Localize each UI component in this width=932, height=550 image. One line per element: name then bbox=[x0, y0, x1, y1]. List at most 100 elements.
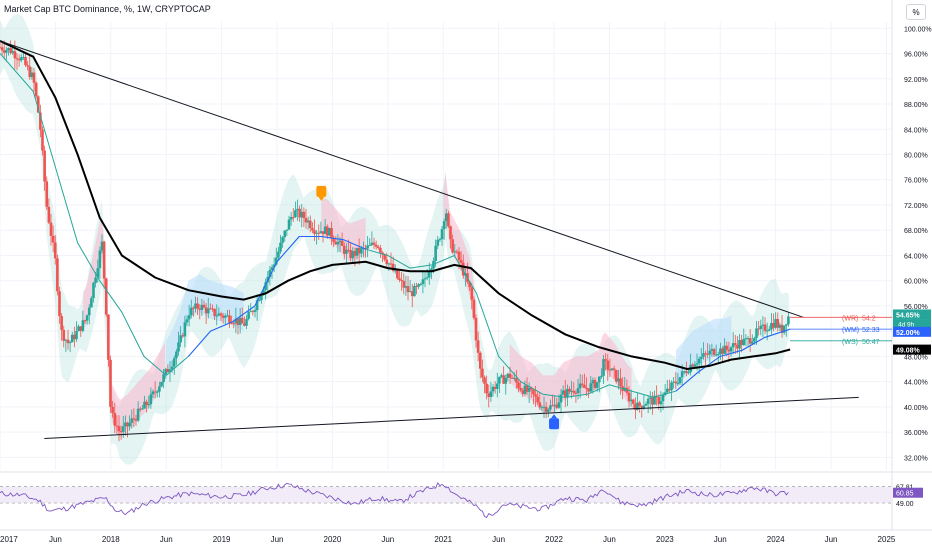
candle-body bbox=[221, 315, 225, 318]
candle-body bbox=[517, 382, 520, 389]
bottom-signal-marker bbox=[549, 418, 560, 430]
candle-body bbox=[393, 270, 397, 272]
candle-body bbox=[126, 422, 129, 427]
candle-body bbox=[255, 300, 259, 311]
candle-body bbox=[247, 312, 250, 319]
candle-body bbox=[568, 388, 571, 392]
ma-value-tag-bg bbox=[893, 326, 931, 337]
candle-body bbox=[699, 356, 703, 359]
candle-body bbox=[617, 378, 620, 382]
candle-body bbox=[619, 378, 622, 387]
candle-body bbox=[706, 353, 709, 355]
level-label: (WS) bbox=[842, 339, 858, 346]
candle-body bbox=[253, 310, 257, 312]
candle-body bbox=[746, 338, 750, 340]
candle-body bbox=[387, 263, 391, 265]
candle-body bbox=[778, 324, 782, 328]
candle-body bbox=[249, 311, 253, 313]
candle-body bbox=[534, 394, 537, 397]
candle-body bbox=[644, 403, 648, 406]
candle-body bbox=[315, 232, 318, 234]
candle-body bbox=[580, 383, 584, 385]
candle-body bbox=[383, 254, 386, 260]
candle-body bbox=[478, 352, 482, 369]
candle-body bbox=[498, 376, 501, 384]
candle-body bbox=[306, 220, 310, 223]
candle-body bbox=[381, 252, 384, 255]
candle-body bbox=[453, 251, 457, 253]
x-tick-label: 2018 bbox=[102, 535, 120, 544]
candle-body bbox=[542, 406, 546, 408]
candle-body bbox=[555, 404, 559, 408]
y-tick-label: 84.00% bbox=[904, 127, 928, 134]
candle-body bbox=[325, 226, 329, 236]
level-label: (WR) bbox=[842, 315, 858, 322]
candle-body bbox=[563, 390, 567, 398]
candle-body bbox=[149, 394, 153, 405]
candle-body bbox=[257, 300, 261, 302]
candle-body bbox=[680, 371, 684, 378]
candle-body bbox=[268, 269, 272, 277]
candle-body bbox=[92, 282, 95, 299]
candle-body bbox=[264, 282, 267, 291]
candle-body bbox=[434, 245, 437, 261]
candle-body bbox=[172, 358, 176, 367]
candle-body bbox=[736, 344, 739, 349]
candle-body bbox=[406, 286, 410, 293]
candle-body bbox=[308, 220, 312, 229]
candle-body bbox=[36, 96, 40, 113]
candle-body bbox=[285, 229, 289, 231]
candle-body bbox=[470, 287, 474, 300]
candle-body bbox=[682, 371, 686, 373]
candle-body bbox=[419, 284, 423, 286]
candle-body bbox=[311, 228, 314, 231]
candle-body bbox=[323, 226, 327, 234]
candle-body bbox=[143, 401, 146, 409]
candle-body bbox=[317, 232, 321, 234]
candle-body bbox=[510, 377, 514, 379]
candle-body bbox=[415, 285, 418, 287]
x-tick-label: Jun bbox=[603, 535, 616, 544]
candle-body bbox=[192, 307, 195, 309]
candle-body bbox=[642, 405, 646, 409]
candle-body bbox=[608, 369, 612, 371]
candle-body bbox=[189, 307, 193, 316]
candle-body bbox=[710, 349, 714, 351]
level-value: 52.33 bbox=[862, 327, 880, 334]
x-tick-label: 2017 bbox=[0, 535, 18, 544]
candle-body bbox=[32, 72, 36, 83]
candle-body bbox=[238, 317, 242, 325]
candle-body bbox=[281, 237, 284, 243]
candle-body bbox=[772, 323, 775, 328]
candle-body bbox=[672, 381, 675, 383]
candle-body bbox=[124, 422, 127, 427]
y-tick-label: 44.00% bbox=[904, 380, 928, 387]
x-tick-label: Jun bbox=[271, 535, 284, 544]
percent-scale-toggle[interactable]: % bbox=[906, 4, 926, 20]
candle-body bbox=[500, 375, 503, 377]
candle-body bbox=[612, 368, 616, 370]
candle-body bbox=[26, 65, 29, 67]
candle-body bbox=[107, 314, 110, 360]
candle-body bbox=[45, 181, 49, 207]
candle-body bbox=[376, 246, 380, 249]
candle-body bbox=[243, 323, 246, 326]
candle-body bbox=[187, 315, 191, 320]
candle-body bbox=[759, 325, 763, 330]
candle-body bbox=[345, 249, 348, 254]
candle-body bbox=[487, 393, 491, 397]
candle-body bbox=[215, 315, 219, 317]
candle-body bbox=[177, 342, 180, 352]
candle-body bbox=[780, 324, 784, 333]
candle-body bbox=[11, 51, 15, 53]
candle-body bbox=[96, 268, 100, 278]
candle-body bbox=[209, 308, 212, 310]
candle-body bbox=[750, 341, 754, 344]
candle-body bbox=[661, 395, 665, 402]
candle-body bbox=[506, 373, 510, 378]
cloud-segment bbox=[166, 274, 244, 379]
candle-body bbox=[77, 326, 80, 332]
candle-body bbox=[64, 339, 68, 341]
candle-body bbox=[753, 337, 756, 342]
candle-body bbox=[714, 354, 718, 356]
